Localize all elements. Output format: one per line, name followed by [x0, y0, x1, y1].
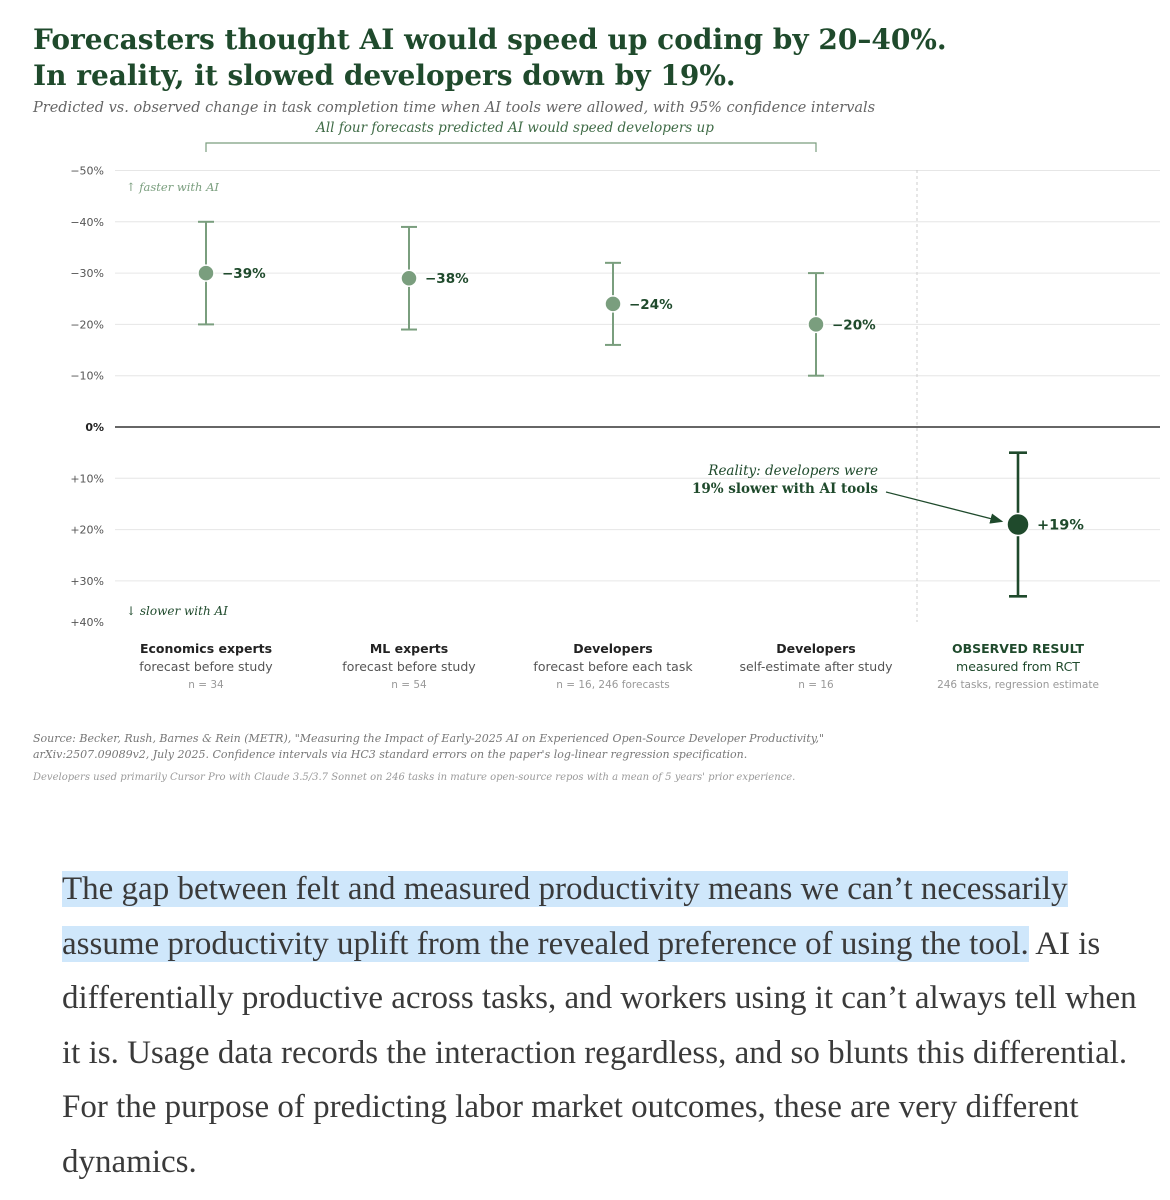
- category-sub: measured from RCT: [956, 659, 1080, 674]
- data-label: −20%: [832, 317, 876, 333]
- y-tick-label: +20%: [70, 524, 104, 537]
- data-label: −39%: [222, 266, 266, 282]
- y-tick-label: −40%: [70, 216, 104, 229]
- estimate-point: [197, 264, 215, 282]
- category-sub: forecast before study: [139, 659, 273, 674]
- category-sub: self-estimate after study: [739, 659, 893, 674]
- category-name: OBSERVED RESULT: [952, 641, 1084, 656]
- annotation-line-2: 19% slower with AI tools: [692, 481, 878, 497]
- source-line-2: arXiv:2507.09089v2, July 2025. Confidenc…: [33, 748, 748, 761]
- annotation-line-1: Reality: developers were: [707, 463, 878, 479]
- category-n: n = 54: [391, 679, 427, 691]
- y-tick-label: +40%: [70, 616, 104, 629]
- category-n: 246 tasks, regression estimate: [937, 679, 1099, 691]
- category-name: Developers: [573, 641, 652, 656]
- methods-note: Developers used primarily Cursor Pro wit…: [33, 772, 796, 783]
- y-tick-label: 0%: [85, 421, 104, 434]
- category-n: n = 16, 246 forecasts: [556, 679, 669, 691]
- category-n: n = 34: [188, 679, 224, 691]
- y-tick-label: −10%: [70, 370, 104, 383]
- y-tick-label: −50%: [70, 165, 104, 178]
- data-label: +19%: [1037, 517, 1084, 533]
- chart-subtitle: Predicted vs. observed change in task co…: [33, 100, 876, 116]
- article-paragraph: The gap between felt and measured produc…: [62, 862, 1152, 1189]
- annotation-arrow: [885, 491, 1004, 524]
- chart-area: −50% −40% −30% −20% −10% 0% +10% +20% +30% +40% Al…: [70, 120, 1160, 691]
- source-note: Source: Becker, Rush, Barnes & Rein (MET…: [33, 731, 933, 763]
- category-sub: forecast before study: [342, 659, 476, 674]
- paragraph-text: AI is differentially productive across t…: [62, 925, 1137, 1180]
- chart-title: Forecasters thought AI would speed up co…: [33, 22, 947, 94]
- bracket-label: All four forecasts predicted AI would sp…: [314, 120, 714, 136]
- highlighted-text[interactable]: The gap between felt and measured produc…: [62, 871, 1068, 962]
- data-label: −24%: [629, 297, 673, 313]
- y-tick-label: −20%: [70, 318, 104, 331]
- faster-label: ↑ faster with AI: [126, 180, 219, 194]
- estimate-point: [1006, 512, 1030, 537]
- source-line-1: Source: Becker, Rush, Barnes & Rein (MET…: [33, 732, 825, 745]
- category-sub: forecast before each task: [533, 659, 693, 674]
- y-tick-label: +30%: [70, 575, 104, 588]
- y-tick-label: −30%: [70, 267, 104, 280]
- category-name: Developers: [776, 641, 855, 656]
- category-name: Economics experts: [140, 641, 272, 656]
- forecast-bracket: [205, 142, 817, 152]
- estimate-point: [400, 269, 418, 287]
- y-tick-label: +10%: [70, 472, 104, 485]
- title-line-2: In reality, it slowed developers down by…: [33, 59, 736, 92]
- slower-label: ↓ slower with AI: [126, 604, 228, 618]
- estimate-point: [807, 315, 825, 334]
- estimate-point: [604, 295, 622, 313]
- category-n: n = 16: [798, 679, 834, 691]
- title-line-1: Forecasters thought AI would speed up co…: [33, 23, 947, 56]
- category-name: ML experts: [370, 641, 448, 656]
- data-label: −38%: [425, 271, 469, 287]
